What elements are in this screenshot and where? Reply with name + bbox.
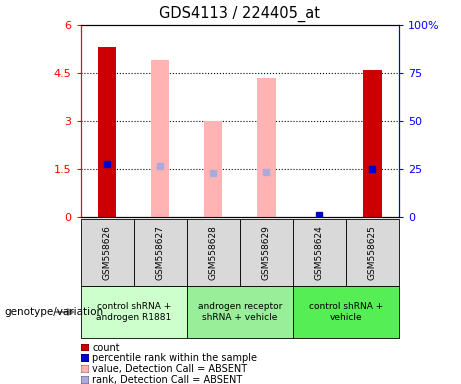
Bar: [134, 219, 187, 286]
Bar: [81, 219, 134, 286]
Text: control shRNA +
vehicle: control shRNA + vehicle: [308, 301, 383, 323]
Text: rank, Detection Call = ABSENT: rank, Detection Call = ABSENT: [92, 375, 242, 384]
Bar: [346, 219, 399, 286]
Text: genotype/variation: genotype/variation: [5, 307, 104, 317]
Text: GSM558625: GSM558625: [368, 225, 377, 280]
Text: GSM558627: GSM558627: [156, 225, 165, 280]
Bar: [240, 219, 293, 286]
Bar: [151, 60, 170, 217]
Bar: [363, 70, 382, 217]
Text: control shRNA +
androgen R1881: control shRNA + androgen R1881: [96, 301, 171, 323]
Bar: [257, 78, 276, 217]
Text: count: count: [92, 343, 120, 353]
Text: GSM558629: GSM558629: [262, 225, 271, 280]
Bar: [98, 47, 117, 217]
Bar: [293, 219, 346, 286]
Bar: [187, 286, 293, 338]
Bar: [204, 121, 223, 217]
Text: GSM558626: GSM558626: [103, 225, 112, 280]
Bar: [187, 219, 240, 286]
Title: GDS4113 / 224405_at: GDS4113 / 224405_at: [159, 6, 320, 22]
Text: value, Detection Call = ABSENT: value, Detection Call = ABSENT: [92, 364, 247, 374]
Bar: [81, 286, 187, 338]
Bar: [293, 286, 399, 338]
Text: GSM558624: GSM558624: [315, 225, 324, 280]
Text: GSM558628: GSM558628: [209, 225, 218, 280]
Text: androgen receptor
shRNA + vehicle: androgen receptor shRNA + vehicle: [197, 301, 282, 323]
Text: percentile rank within the sample: percentile rank within the sample: [92, 353, 257, 363]
